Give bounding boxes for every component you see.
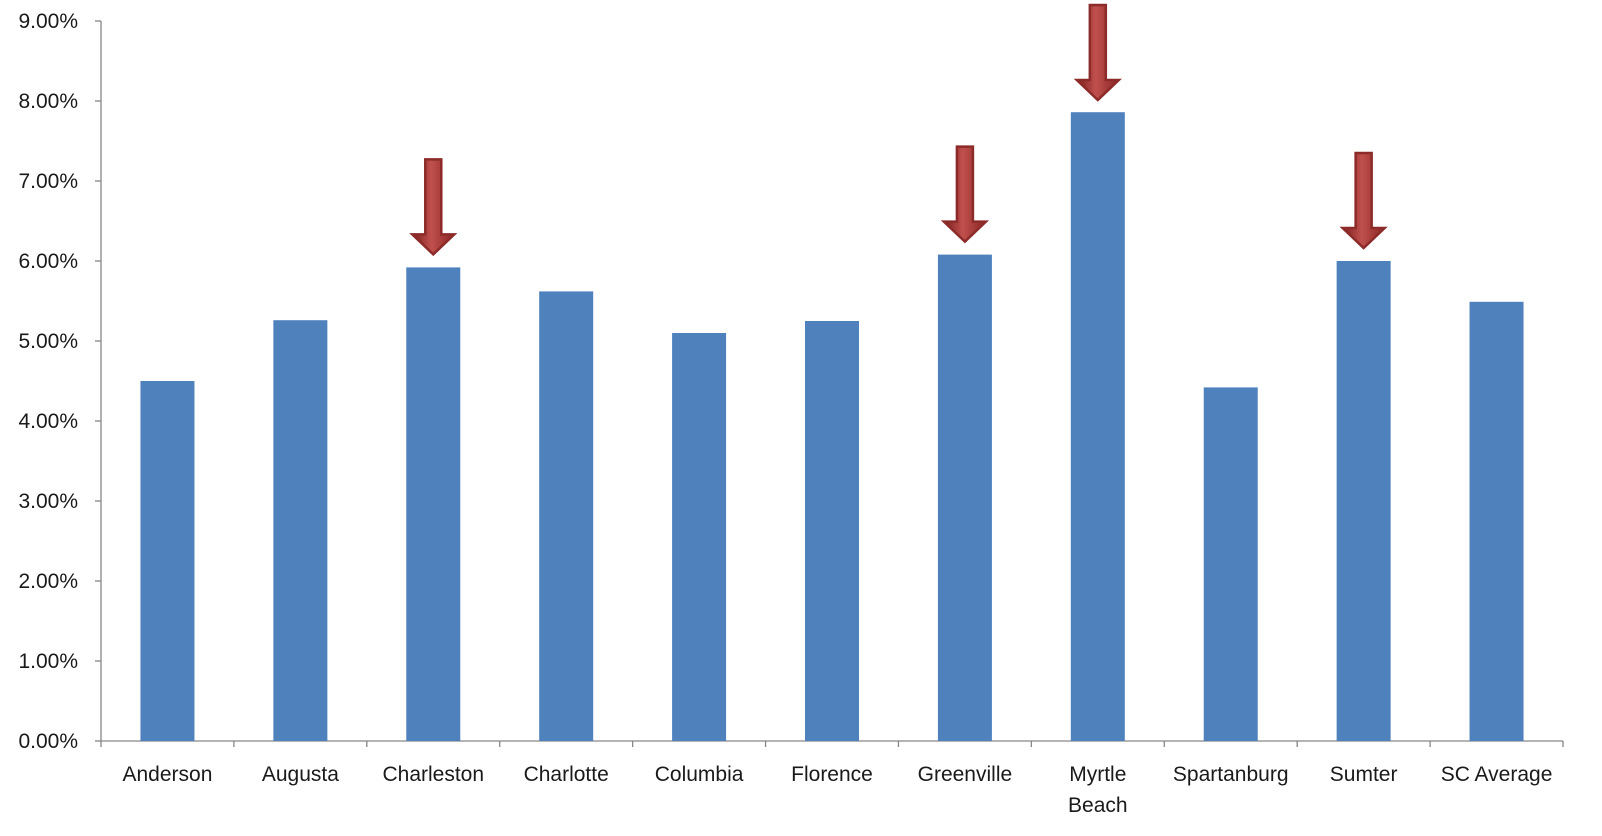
bar	[1469, 301, 1524, 741]
x-category-label: Florence	[791, 763, 873, 786]
annotation-arrows	[409, 3, 1388, 257]
y-tick-label: 3.00%	[18, 490, 78, 513]
down-arrow-icon	[409, 158, 458, 257]
bar	[805, 321, 859, 741]
y-tick-label: 2.00%	[18, 570, 78, 593]
bar	[1203, 387, 1258, 741]
bar	[539, 291, 594, 741]
y-tick-label: 6.00%	[18, 250, 78, 273]
x-category-label: Greenville	[918, 763, 1013, 786]
x-category-label: Columbia	[655, 763, 744, 786]
bar	[1336, 261, 1391, 741]
x-category-label: Sumter	[1330, 763, 1398, 786]
bar	[1070, 112, 1125, 741]
y-tick-label: 9.00%	[18, 10, 78, 33]
down-arrow-icon	[940, 145, 990, 244]
bar	[672, 333, 727, 741]
y-tick-label: 0.00%	[18, 730, 78, 753]
y-tick-label: 8.00%	[18, 90, 78, 113]
y-tick-label: 5.00%	[18, 330, 78, 353]
x-category-label: Myrtle Beach	[1068, 763, 1128, 817]
down-arrow-icon	[1073, 3, 1122, 102]
bar	[406, 267, 461, 741]
y-tick-label: 1.00%	[18, 650, 78, 673]
bar	[273, 320, 328, 741]
down-arrow-icon	[1339, 151, 1388, 250]
bars	[140, 112, 1524, 741]
y-tick-label: 4.00%	[18, 410, 78, 433]
bar	[140, 381, 195, 741]
x-category-label: Spartanburg	[1173, 763, 1289, 786]
y-tick-label: 7.00%	[18, 170, 78, 193]
x-category-label: Charlotte	[524, 763, 609, 786]
x-category-label: Charleston	[382, 763, 484, 786]
y-axis: 0.00% 1.00% 2.00% 3.00% 4.00% 5.00% 6.00% 7.00%…	[18, 10, 102, 753]
x-category-label: Augusta	[262, 763, 339, 786]
x-axis: Anderson Augusta Charleston Charlotte Columb…	[100, 740, 1564, 817]
x-category-label: SC Average	[1441, 763, 1553, 786]
x-category-label: Anderson	[123, 763, 213, 786]
bar	[937, 254, 992, 741]
